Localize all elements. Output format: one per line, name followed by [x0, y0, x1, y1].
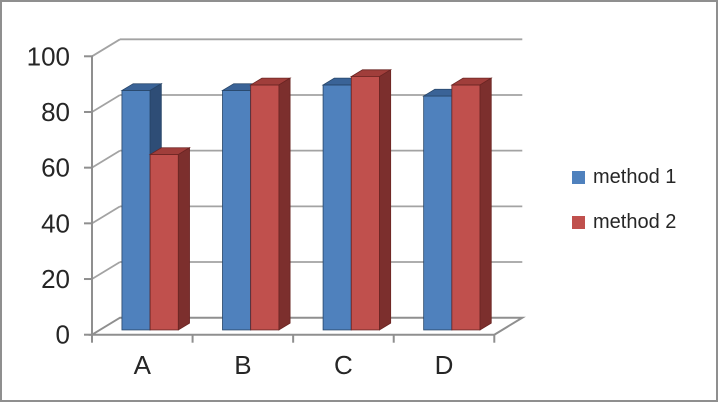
- bar-method-2-B[interactable]: [250, 84, 280, 331]
- legend-label-method-1: method 1: [593, 166, 677, 188]
- legend-swatch-method-1-icon: [572, 170, 585, 184]
- legend-item-method-1[interactable]: method 1: [572, 165, 676, 189]
- gridline-depth-connector: [91, 149, 121, 169]
- bar-method-2-A-side: [177, 147, 190, 331]
- x-axis-label: C: [334, 350, 353, 380]
- bar-method-2-C-side: [379, 69, 392, 331]
- x-axis-label: B: [234, 350, 251, 380]
- bar-method-1-C[interactable]: [322, 84, 352, 331]
- bar-method-2-D[interactable]: [451, 84, 481, 331]
- y-axis-label: 0: [56, 320, 70, 350]
- bar-method-2-A[interactable]: [149, 154, 179, 331]
- gridline-depth-connector: [91, 94, 121, 113]
- y-axis-label: 20: [41, 264, 70, 294]
- bar-method-2-C[interactable]: [350, 76, 380, 331]
- chart-legend: method 1 method 2: [572, 165, 676, 234]
- chart-floor: [88, 316, 526, 336]
- y-axis-label: 60: [41, 153, 70, 183]
- x-axis-label: D: [435, 350, 454, 380]
- gridline-depth-connector: [91, 261, 121, 280]
- bar-method-2-B-side: [278, 77, 291, 331]
- gridline-depth-connector: [91, 38, 121, 58]
- legend-swatch-method-2-icon: [572, 215, 585, 229]
- x-axis-label: A: [134, 350, 152, 380]
- y-axis-label: 80: [41, 97, 70, 127]
- y-axis-label: 100: [27, 41, 70, 71]
- bar-method-1-A[interactable]: [121, 90, 151, 331]
- legend-item-method-2[interactable]: method 2: [572, 210, 676, 234]
- bar-method-1-B[interactable]: [222, 90, 252, 331]
- bar-method-2-D-side: [479, 77, 492, 331]
- y-axis-label: 40: [41, 208, 70, 238]
- bar-method-1-D[interactable]: [423, 95, 453, 331]
- legend-label-method-2: method 2: [593, 211, 677, 233]
- gridline-depth-connector: [91, 205, 121, 225]
